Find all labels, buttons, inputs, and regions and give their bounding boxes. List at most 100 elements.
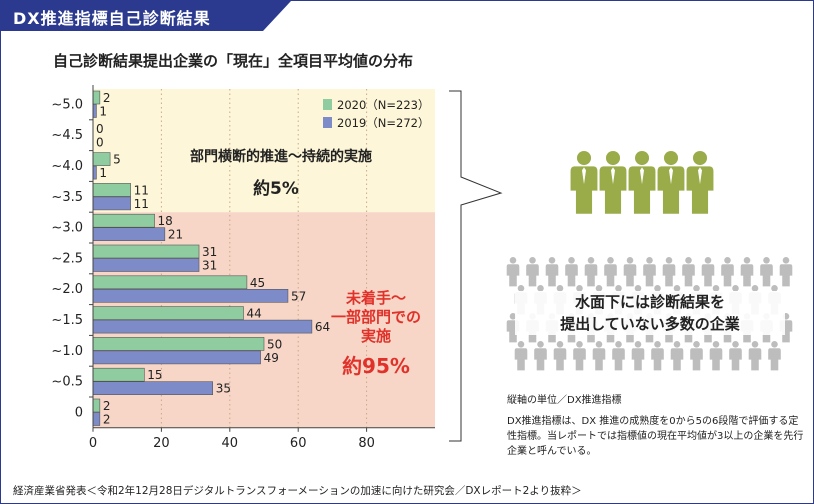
person-icon: [612, 341, 625, 371]
x-tick-label: 20: [153, 436, 170, 451]
bar-value-label: 31: [202, 259, 217, 273]
region-lower-label-3: 実施: [361, 327, 391, 345]
person-head: [743, 257, 751, 264]
y-tick-label: ~5.0: [51, 97, 83, 112]
x-tick-label: 60: [290, 436, 307, 451]
person-body: [631, 348, 645, 371]
person-icon: [651, 341, 664, 371]
bar-value-label: 49: [264, 351, 279, 365]
person-icon: [657, 151, 685, 214]
person-body: [662, 264, 676, 287]
bar: [92, 381, 213, 396]
person-body: [573, 348, 586, 371]
person-icon: [631, 341, 645, 371]
person-icon: [623, 257, 637, 287]
bar-value-label: 0: [96, 122, 104, 136]
bar-value-label: 18: [158, 214, 173, 228]
person-icon: [760, 257, 773, 287]
person-head: [646, 257, 653, 264]
person-body: [657, 166, 685, 214]
person-icon: [592, 341, 606, 371]
person-head: [771, 341, 778, 348]
person-body: [760, 264, 773, 287]
y-tick-label: 0: [75, 405, 83, 420]
bar: [92, 213, 155, 228]
note-block: 縦軸の単位／DX推進指標 DX推進指標は、DX 推進の成熟度を0から5の6段階で…: [507, 393, 807, 459]
person-body: [670, 348, 684, 371]
person-body: [506, 264, 520, 287]
axes: ~5.0 ~4.5 ~4.0 ~3.5 ~3.0 ~2.5 ~2.0 ~1.5 ~1.0 ~0.5…: [51, 85, 435, 451]
legend-label: 2019（N=272）: [337, 116, 429, 130]
person-head: [673, 285, 681, 292]
person-body: [690, 348, 703, 371]
person-icon: [514, 341, 528, 371]
person-body: [721, 264, 734, 287]
bar-value-label: 64: [315, 320, 330, 334]
person-head: [634, 151, 650, 166]
person-icon: [534, 341, 547, 371]
region-lower-label-1: 未着手〜: [345, 289, 406, 307]
person-body: [612, 348, 625, 371]
person-icon: [599, 151, 627, 214]
bar: [92, 306, 244, 320]
person-head: [626, 257, 634, 264]
person-head: [556, 285, 564, 292]
person-body: [682, 264, 695, 287]
person-body: [623, 264, 637, 287]
person-head: [587, 257, 595, 264]
bracket-line: [449, 90, 503, 442]
person-icon: [553, 341, 567, 371]
person-body: [592, 348, 606, 371]
person-icon: [584, 257, 598, 287]
right-caption-line1: 水面下には診断結果を: [574, 293, 725, 311]
bar: [92, 288, 289, 303]
bar-value-label: 44: [246, 307, 261, 321]
person-head: [537, 341, 544, 348]
bar: [92, 196, 131, 211]
legend: 2020（N=223） 2019（N=272）: [323, 98, 429, 130]
person-head: [634, 341, 642, 348]
person-body: [534, 348, 547, 371]
person-head: [607, 257, 614, 264]
person-body: [651, 348, 664, 371]
person-head: [517, 285, 525, 292]
person-icon: [721, 257, 734, 287]
person-head: [665, 257, 673, 264]
person-body: [545, 264, 559, 287]
bar-value-label: 57: [291, 289, 306, 303]
person-icon: [662, 257, 676, 287]
person-body: [584, 264, 598, 287]
person-icon: [604, 257, 617, 287]
person-body: [779, 264, 793, 287]
description-note: DX推進指標は、DX 推進の成熟度を0から5の6段階で評価する定性指標。当レポー…: [507, 416, 804, 457]
person-head: [685, 257, 692, 264]
bar-value-label: 1: [99, 105, 107, 119]
bar: [92, 152, 111, 166]
person-head: [771, 285, 778, 292]
y-tick-label: ~3.5: [51, 190, 83, 205]
person-icon: [628, 151, 656, 214]
person-head: [634, 285, 642, 292]
region-lower-label-2: 一部部門での: [331, 308, 421, 326]
person-body: [748, 348, 762, 371]
person-head: [673, 341, 681, 348]
right-caption-line2: 提出していない多数の企業: [560, 315, 740, 333]
person-head: [568, 257, 575, 264]
y-tick-label: ~2.5: [51, 251, 83, 266]
bar-value-label: 2: [103, 399, 111, 413]
person-icon: [768, 341, 781, 371]
person-head: [751, 341, 759, 348]
y-tick-label: ~1.5: [51, 313, 83, 328]
bar: [92, 258, 200, 272]
bar-value-label: 21: [168, 228, 183, 242]
bar: [92, 227, 166, 241]
person-icon: [701, 257, 715, 287]
person-head: [529, 257, 536, 264]
y-tick-label: ~2.0: [51, 282, 83, 297]
person-icon: [740, 257, 754, 287]
bar-value-label: 35: [216, 382, 231, 396]
y-tick-label: ~3.0: [51, 221, 83, 236]
person-head: [576, 285, 583, 292]
region-lower-percent: 約95%: [342, 354, 410, 378]
y-tick-label: ~1.0: [51, 344, 83, 359]
